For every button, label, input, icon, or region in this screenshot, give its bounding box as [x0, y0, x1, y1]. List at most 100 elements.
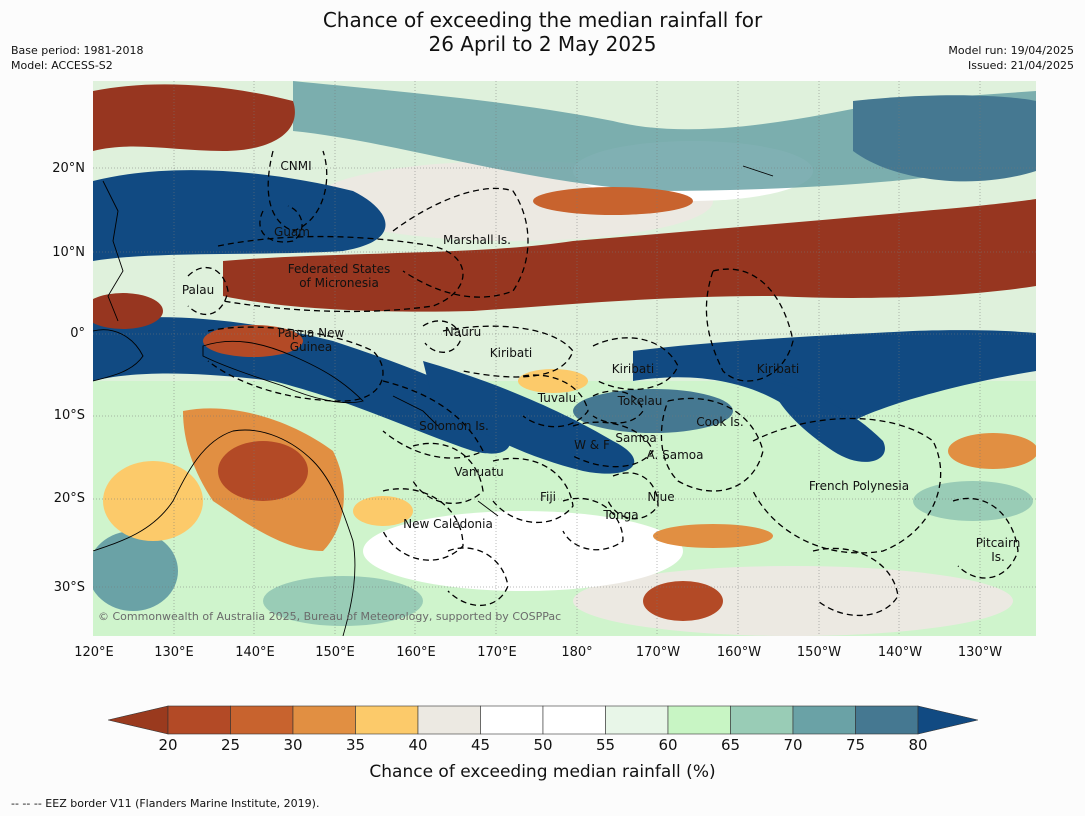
lon-label-180: 180°: [561, 645, 593, 660]
solomon-islands: [392, 395, 439, 427]
map-canvas: [93, 81, 1036, 636]
wet-central-south: [773, 381, 885, 462]
region-label: Kiribati: [611, 362, 655, 376]
region-label: Nauru: [444, 325, 482, 339]
eez-cook: [660, 397, 764, 492]
colorbar-tick-label: 65: [720, 736, 741, 754]
lon-label-140e: 140°E: [235, 645, 275, 660]
dry-patch: [518, 369, 588, 393]
lon-label-150e: 150°E: [315, 645, 355, 660]
region-label: Samoa: [615, 431, 657, 445]
map-title-line1: Chance of exceeding the median rainfall …: [322, 8, 763, 32]
colorbar-tick-label: 50: [533, 736, 553, 754]
colorbar-segment: [605, 705, 669, 735]
lat-label-30s: 30°S: [53, 580, 85, 595]
wet-equatorial-east: [633, 330, 1036, 435]
wet-west-pacific: [93, 170, 386, 261]
meta-left: Base period: 1981-2018 Model: ACCESS-S2: [11, 43, 143, 73]
region-label: Palau: [181, 283, 215, 297]
lon-label-170w: 170°W: [635, 645, 681, 660]
wet-teal-patch: [263, 576, 423, 626]
colorbar-segment: [230, 705, 294, 735]
lon-label-160w: 160°W: [716, 645, 762, 660]
wet-teal-patch: [573, 389, 733, 433]
wet-north-teal: [293, 81, 1036, 191]
issued-date: Issued: 21/04/2025: [967, 59, 1074, 72]
graticule: [93, 81, 1036, 636]
colorbar-segment: [542, 705, 606, 735]
lon-label-160e: 160°E: [396, 645, 436, 660]
eez-kiribati-west: [442, 325, 574, 378]
colorbar-tick-label: 75: [845, 736, 866, 754]
region-label: Niue: [647, 490, 675, 504]
eez-vanuatu: [412, 442, 484, 504]
lat-label-10s: 10°S: [53, 408, 85, 423]
region-label: Fiji: [539, 490, 557, 504]
lat-label-20n: 20°N: [52, 161, 85, 176]
region-label: French Polynesia: [808, 479, 910, 493]
new-guinea-coast: [202, 340, 364, 404]
hawaii-islands: [742, 165, 774, 177]
colorbar-segment: [480, 705, 544, 735]
colorbar-tick-label: 45: [470, 736, 491, 754]
region-label: W & F: [574, 438, 610, 452]
eez-tuvalu: [522, 374, 589, 428]
colorbar-segment: [792, 705, 856, 735]
eez-guam: [259, 205, 303, 243]
eez-niue: [607, 472, 659, 520]
dry-patch: [948, 433, 1036, 469]
eez-kiribati-central: [592, 337, 679, 391]
colorbar-tick-label: 20: [158, 736, 178, 754]
wet-teal-patch: [913, 481, 1033, 521]
philippines-coast: [102, 180, 124, 322]
australia-coast: [93, 429, 356, 636]
lat-label-10n: 10°N: [52, 245, 85, 260]
eez-cnmi: [267, 150, 328, 232]
colorbar-tick-label: 30: [283, 736, 303, 754]
colorbar-segment: [417, 705, 481, 735]
region-label: CNMI: [280, 159, 312, 173]
eez-newcaledonia: [382, 488, 464, 561]
eez-fsm: [217, 235, 464, 313]
colorbar-extend-low: [108, 705, 169, 735]
colorbar-segment: [167, 705, 231, 735]
model-name: Model: ACCESS-S2: [11, 59, 113, 72]
eez-nauru: [422, 320, 462, 353]
eez-solomon: [382, 380, 484, 459]
colorbar-tick-label: 70: [783, 736, 803, 754]
eez-palau: [187, 267, 229, 315]
eez-wf-samoa: [572, 421, 654, 468]
coastlines: [93, 165, 774, 636]
region-label: Papua New Guinea: [277, 326, 345, 354]
eez-austral-ring: [812, 547, 899, 617]
region-label: Kiribati: [489, 346, 533, 360]
rainfall-map: [93, 81, 1036, 636]
region-label: Guam: [274, 225, 310, 239]
lon-label-170e: 170°E: [477, 645, 517, 660]
region-label: Tokelau: [617, 394, 663, 408]
eez-footnote: -- -- -- EEZ border V11 (Flanders Marine…: [11, 797, 320, 810]
colorbar-tick-label: 35: [345, 736, 366, 754]
eez-borders: [187, 150, 1019, 617]
lat-label-20s: 20°S: [53, 491, 85, 506]
region-label: Pitcairn Is.: [975, 536, 1021, 564]
borneo-coast: [93, 329, 144, 382]
colorbar-segment: [855, 705, 919, 735]
dry-patch: [218, 441, 308, 501]
colorbar-tick-label: 80: [908, 736, 928, 754]
dry-patch: [533, 187, 693, 215]
eez-french-polynesia: [752, 417, 942, 554]
region-label: New Caledonia: [403, 517, 493, 531]
eez-tonga: [562, 497, 624, 551]
eez-marshall: [392, 187, 529, 298]
map-title-line2: 26 April to 2 May 2025: [428, 32, 657, 56]
wet-equatorial-west: [93, 317, 511, 454]
region-label: Tonga: [603, 508, 639, 522]
colorbar-segment: [730, 705, 794, 735]
eez-pitcairn: [952, 497, 1019, 579]
lon-label-150w: 150°W: [796, 645, 842, 660]
colorbar-segment: [667, 705, 731, 735]
new-caledonia: [477, 500, 499, 517]
lat-label-0: 0°: [70, 326, 85, 341]
dry-patch: [643, 581, 723, 621]
